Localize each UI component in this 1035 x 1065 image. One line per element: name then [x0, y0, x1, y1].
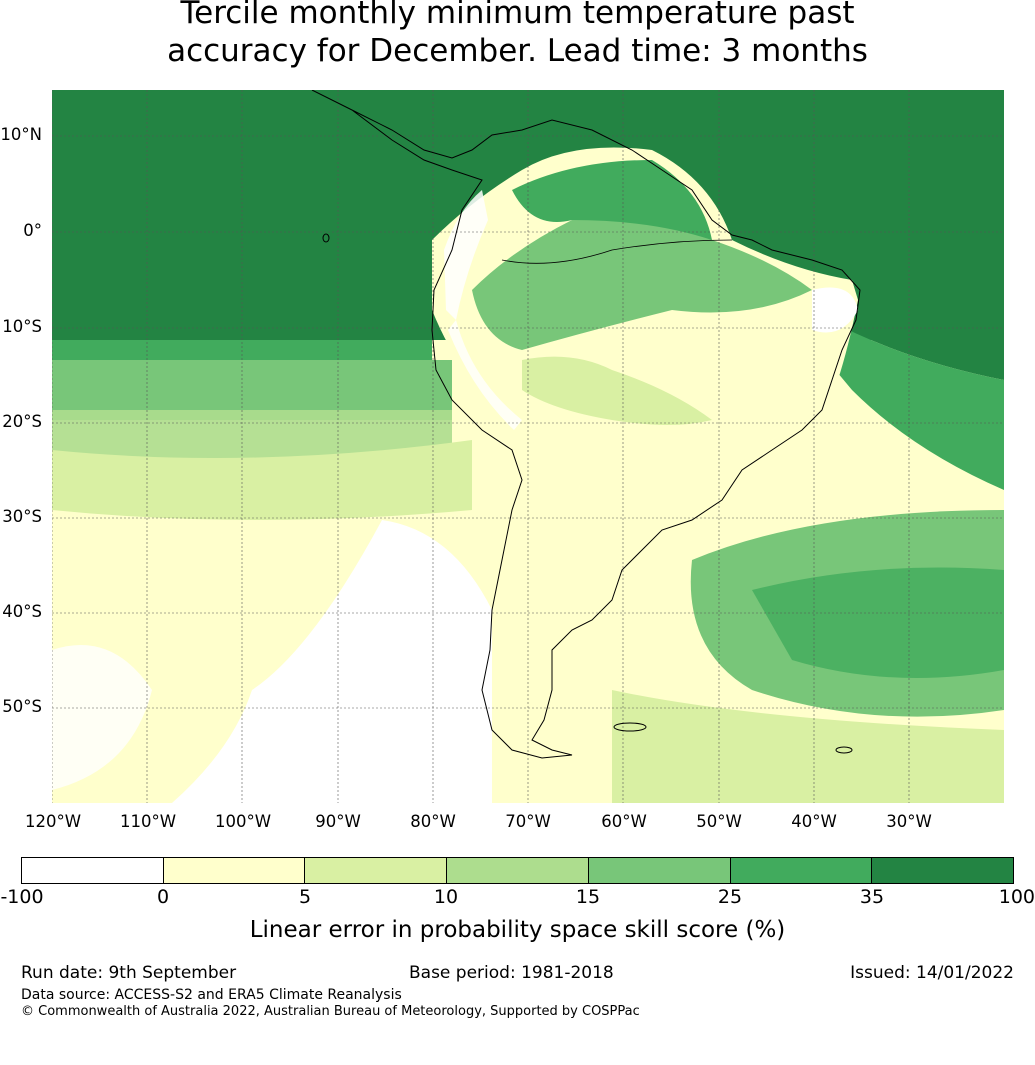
skill-map: [52, 90, 1004, 803]
lon-label-80w: 80°W: [410, 812, 456, 831]
lat-label-10s: 10°S: [2, 317, 42, 336]
chart-title: Tercile monthly minimum temperature past…: [0, 0, 1035, 70]
colorbar-segment: [447, 858, 589, 883]
colorbar-tick: 0: [156, 886, 170, 908]
south-atlantic-core: [752, 567, 1004, 678]
colorbar-tick: 5: [298, 886, 312, 908]
colorbar-tick: 100: [998, 886, 1035, 908]
colorbar-segment: [730, 858, 873, 883]
amazon-river: [501, 239, 733, 264]
lon-label-30w: 30°W: [886, 812, 932, 831]
colorbar-segment: [872, 858, 1014, 883]
lon-label-120w: 120°W: [24, 812, 82, 831]
colorbar-tick: 10: [433, 886, 459, 908]
lon-label-60w: 60°W: [601, 812, 647, 831]
colorbar-tick: 25: [717, 886, 743, 908]
map-panel[interactable]: [52, 90, 1004, 803]
colorbar: [21, 857, 1014, 884]
graticule: [52, 90, 1004, 803]
lat-label-30s: 30°S: [2, 507, 42, 526]
colorbar-segment: [163, 858, 306, 883]
copyright: © Commonwealth of Australia 2022, Austra…: [21, 1004, 640, 1019]
colorbar-segment: [588, 858, 731, 883]
galapagos-islands: [322, 233, 330, 243]
lat-label-10n: 10°N: [0, 125, 42, 144]
atlantic-north-deep: [612, 90, 1004, 380]
lat-label-50s: 50°S: [2, 697, 42, 716]
data-source: Data source: ACCESS-S2 and ERA5 Climate …: [21, 987, 402, 1003]
ocean-band-light: [52, 360, 452, 420]
central-brazil-band: [522, 356, 712, 425]
pacific-low-skill-west: [52, 645, 152, 790]
lat-label-40s: 40°S: [2, 602, 42, 621]
ne-brazil-low: [812, 287, 858, 333]
colorbar-tick: 15: [575, 886, 601, 908]
south-america-coastline: [311, 90, 861, 759]
base-period: Base period: 1981-2018: [409, 963, 614, 983]
run-date: Run date: 9th September: [21, 963, 237, 983]
lon-label-100w: 100°W: [214, 812, 272, 831]
colorbar-segment: [305, 858, 448, 883]
lon-label-40w: 40°W: [791, 812, 837, 831]
lon-label-70w: 70°W: [505, 812, 551, 831]
lon-label-50w: 50°W: [696, 812, 742, 831]
guiana-skill-band: [512, 160, 712, 240]
falkland-islands: [613, 722, 647, 732]
lon-label-110w: 110°W: [119, 812, 177, 831]
colorbar-tick: -100: [0, 886, 44, 908]
title-line-2: accuracy for December. Lead time: 3 mont…: [167, 33, 868, 69]
title-line-1: Tercile monthly minimum temperature past: [180, 0, 855, 31]
colorbar-segment: [22, 858, 164, 883]
colorbar-label: Linear error in probability space skill …: [249, 917, 786, 943]
pacific-low-skill: [172, 520, 492, 803]
ocean-band-cream: [52, 440, 472, 520]
andes-central-low: [448, 320, 522, 430]
andes-north-low: [444, 190, 488, 320]
colorbar-tick: 35: [859, 886, 885, 908]
lat-label-20s: 20°S: [2, 412, 42, 431]
lat-label-0: 0°: [23, 221, 42, 240]
south-atlantic-low: [612, 690, 1004, 803]
lon-label-90w: 90°W: [315, 812, 361, 831]
issued-date: Issued: 14/01/2022: [850, 963, 1014, 983]
amazon-skill-band: [472, 213, 812, 350]
south-georgia: [835, 746, 853, 754]
